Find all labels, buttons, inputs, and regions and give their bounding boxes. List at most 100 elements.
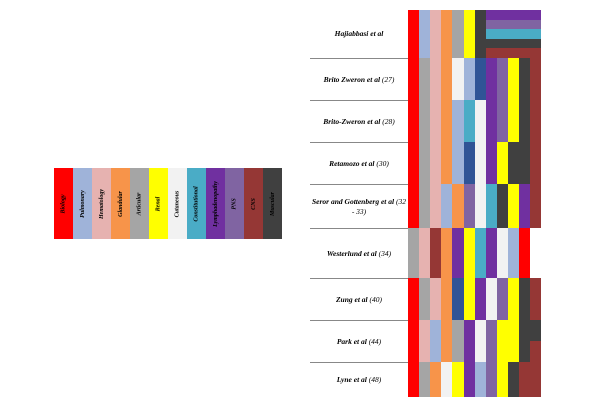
matrix-cell-cns <box>530 100 542 143</box>
matrix-cell-constitutional <box>519 29 531 40</box>
matrix-cell-muscular <box>519 100 531 143</box>
matrix-cell-renal <box>507 100 520 143</box>
matrix-cell-pns <box>485 362 498 398</box>
matrix-cell-renal <box>507 320 520 363</box>
matrix-cell-cns <box>530 142 542 185</box>
legend-label: Hematology <box>98 188 105 219</box>
matrix-cell-biology <box>408 278 420 321</box>
matrix-cell-glandular <box>441 10 453 59</box>
legend-label: PNS <box>231 197 238 210</box>
matrix-cell-glandular <box>441 142 453 185</box>
matrix-cell-cns <box>530 362 542 398</box>
matrix-cell-renal <box>463 10 475 59</box>
matrix-cell-renal <box>496 142 509 185</box>
matrix-cell-articular <box>408 228 420 279</box>
study-reference: (27) <box>380 74 395 84</box>
matrix-cell-muscular <box>530 38 542 49</box>
legend-label: CNS <box>250 197 257 210</box>
matrix-cell-renal <box>463 278 475 321</box>
matrix-cell-renal <box>496 320 509 363</box>
study-label: Retamozo et al (30) <box>310 142 408 185</box>
matrix-cell-pulmonary <box>430 320 442 363</box>
matrix-cell-biology <box>519 228 531 279</box>
matrix-cell-renal <box>507 184 520 229</box>
matrix-cell-lymphadenopathy <box>452 228 464 279</box>
study-name: Retamozo et al <box>329 158 375 168</box>
legend-item-glandular: Glandular <box>111 168 130 239</box>
study-label: Westerlund et al (34) <box>310 228 408 279</box>
legend-item-articular: Articular <box>130 168 149 239</box>
legend-item-hematology: Hematology <box>92 168 111 239</box>
matrix-cell-lymphadenopathy <box>485 228 498 279</box>
matrix-cell-pulmonary <box>463 58 475 101</box>
legend-item-cns: CNS <box>244 168 263 239</box>
matrix-cell-constitutional <box>530 29 542 40</box>
matrix-cell-lymphadenopathy <box>519 10 531 20</box>
legend-label: Cutaneous <box>174 190 181 217</box>
matrix-cell-cutaneous <box>474 320 486 363</box>
legend-item-pulmonary: Pulmonary <box>73 168 92 239</box>
matrix-cell-darkblue <box>463 142 475 185</box>
study-reference: (44) <box>366 336 382 346</box>
matrix-cell-renal <box>507 58 520 101</box>
study-label: Brito Zweron et al (27) <box>310 58 408 101</box>
legend-item-constitutional: Constitutional <box>187 168 206 239</box>
study-reference: (32 - 33) <box>351 196 406 216</box>
matrix-cell-biology <box>408 58 420 101</box>
matrix-cell-lymphadenopathy <box>485 142 498 185</box>
matrix-cell-articular <box>419 278 431 321</box>
study-name: Lyne et al <box>336 375 367 385</box>
matrix-cell-glandular <box>441 100 453 143</box>
matrix-cell-cns <box>519 362 531 398</box>
matrix-cell-cutaneous <box>474 184 486 229</box>
matrix-cell-articular <box>419 100 431 143</box>
study-label: Park et al (44) <box>310 320 408 363</box>
matrix-cell-pulmonary <box>452 100 464 143</box>
matrix-cell-hematology <box>430 10 442 59</box>
study-reference: (48) <box>366 375 382 385</box>
matrix-cell-lymphadenopathy <box>496 10 509 20</box>
matrix-cell-muscular <box>496 38 509 49</box>
study-label: Lyne et al (48) <box>310 362 408 398</box>
study-reference: (30) <box>374 158 389 168</box>
matrix-cell-lymphadenopathy <box>519 184 531 229</box>
matrix-cell-articular <box>419 184 431 229</box>
matrix-cell-muscular <box>485 38 498 49</box>
matrix-cell-hematology <box>430 100 442 143</box>
matrix-cell-cns <box>519 48 531 59</box>
matrix-cell-muscular <box>519 278 531 321</box>
matrix-cell-constitutional <box>485 29 498 40</box>
matrix-cell-cns <box>485 48 498 59</box>
legend-item-renal: Renal <box>149 168 168 239</box>
matrix-cell-muscular <box>507 38 520 49</box>
study-name: Brito-Zweron et al <box>323 116 381 126</box>
matrix-cell-pulmonary <box>507 228 520 279</box>
matrix-cell-muscular <box>530 320 542 342</box>
legend-label: Constitutional <box>193 185 200 222</box>
matrix-cell-muscular <box>519 142 531 185</box>
matrix-cell-constitutional <box>474 228 486 279</box>
matrix-cell-cutaneous <box>474 142 486 185</box>
matrix-cell-constitutional <box>463 100 475 143</box>
matrix-cell-hematology <box>419 228 431 279</box>
legend-item-lymphadenopathy: Lymphadenopathy <box>206 168 225 239</box>
matrix-cell-articular <box>419 362 431 398</box>
matrix-cell-pulmonary <box>452 142 464 185</box>
matrix-cell-constitutional <box>507 29 520 40</box>
matrix-cell-muscular <box>519 58 531 101</box>
matrix-cell-lymphadenopathy <box>485 100 498 143</box>
matrix-cell-biology <box>408 100 420 143</box>
matrix-cell-muscular <box>496 184 509 229</box>
matrix-cell-cutaneous <box>441 362 453 398</box>
study-label: Zung et al (40) <box>310 278 408 321</box>
matrix-cell-glandular <box>441 58 453 101</box>
study-reference: (28) <box>380 116 395 126</box>
matrix-cell-pns <box>496 100 509 143</box>
matrix-cell-renal <box>496 362 509 398</box>
legend-label: Glandular <box>117 190 124 217</box>
matrix-cell-pns <box>496 58 509 101</box>
matrix-cell-lymphadenopathy <box>474 278 486 321</box>
matrix-cell-biology <box>408 320 420 363</box>
matrix-cell-muscular <box>519 320 531 363</box>
matrix-cell-cutaneous <box>474 100 486 143</box>
